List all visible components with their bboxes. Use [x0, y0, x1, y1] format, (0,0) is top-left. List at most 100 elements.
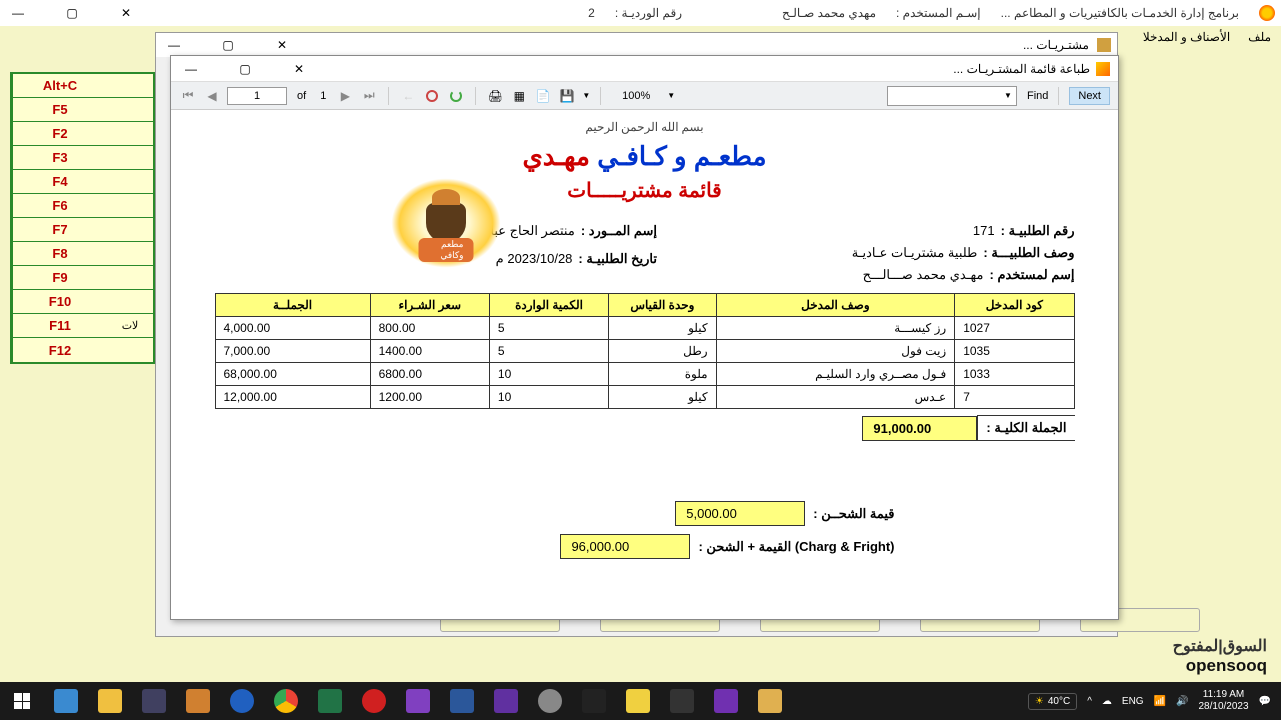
vs3-icon[interactable]	[704, 682, 748, 720]
print-preview-window: طباعة قائمة المشتـريـات ... — ▢ ✕ ⏮ ◀ 1 …	[170, 55, 1119, 620]
first-page-button[interactable]: ⏮	[179, 87, 197, 105]
export-button[interactable]: 💾	[558, 87, 576, 105]
print-maximize-button[interactable]: ▢	[233, 59, 257, 79]
taskbar: ☀ 40°C ^ ☁ ENG 📶 🔊 11:19 AM 28/10/2023 💬	[0, 682, 1281, 720]
cell-unit: كيلو	[609, 386, 716, 409]
page-setup-button[interactable]: 📄	[534, 87, 552, 105]
cell-total: 7,000.00	[215, 340, 370, 363]
notes-icon[interactable]	[616, 682, 660, 720]
key-label	[107, 146, 153, 169]
cell-total: 68,000.00	[215, 363, 370, 386]
maximize-button[interactable]: ▢	[60, 3, 84, 23]
start-button[interactable]	[0, 682, 44, 720]
sub-close-button[interactable]: ✕	[270, 35, 294, 55]
cell-unit: كيلو	[609, 317, 716, 340]
menu-file[interactable]: ملف	[1248, 30, 1271, 44]
chrome-icon[interactable]	[264, 682, 308, 720]
file-explorer-icon[interactable]	[88, 682, 132, 720]
excel-icon[interactable]	[308, 682, 352, 720]
minimize-button[interactable]: —	[6, 3, 30, 23]
app-icon	[1259, 5, 1275, 21]
cafe-logo: مطعم وكافي	[391, 178, 501, 268]
key: F10	[12, 290, 107, 313]
app-icon-1[interactable]	[132, 682, 176, 720]
page-total: 1	[320, 90, 326, 102]
cell-price: 1400.00	[370, 340, 489, 363]
key-label	[107, 98, 153, 121]
onedrive-icon[interactable]: ☁	[1102, 696, 1112, 707]
final-total-label: (Charg & Fright) القيمة + الشحن :	[698, 539, 894, 555]
cell-qty: 5	[489, 317, 608, 340]
print-button[interactable]: 🖨	[486, 87, 504, 105]
order-date-label: تاريخ الطلبيـة :	[578, 251, 657, 267]
system-tray: ☀ 40°C ^ ☁ ENG 📶 🔊 11:19 AM 28/10/2023 💬	[1028, 689, 1281, 713]
last-page-button[interactable]: ⏭	[360, 87, 378, 105]
zoom-level[interactable]: 100%	[611, 87, 661, 105]
sub-window-icon	[1097, 38, 1111, 52]
bismillah: بسم الله الرحمن الرحيم	[215, 120, 1075, 135]
key-label	[107, 218, 153, 241]
watermark-en: opensooq	[1173, 656, 1267, 676]
order-no-label: رقم الطلبيـة :	[1001, 223, 1075, 239]
prev-page-button[interactable]: ◀	[203, 87, 221, 105]
cmd-icon[interactable]	[572, 682, 616, 720]
find-next-button[interactable]: Next	[1069, 87, 1110, 105]
browser-icon[interactable]	[528, 682, 572, 720]
cell-price: 1200.00	[370, 386, 489, 409]
close-button[interactable]: ✕	[114, 3, 138, 23]
cell-code: 7	[955, 386, 1074, 409]
app-icon-2[interactable]	[176, 682, 220, 720]
clock[interactable]: 11:19 AM 28/10/2023	[1198, 689, 1248, 713]
page-current-input[interactable]: 1	[227, 87, 287, 105]
tray-chevron-icon[interactable]: ^	[1087, 696, 1092, 707]
sub-minimize-button[interactable]: —	[162, 35, 186, 55]
volume-icon[interactable]: 🔊	[1176, 696, 1188, 707]
order-desc: طلبية مشتريـات عـاديـة	[852, 245, 978, 261]
report-viewport[interactable]: بسم الله الرحمن الرحيم مطعـم و كـافـي مه…	[171, 110, 1118, 619]
taskview-icon[interactable]	[44, 682, 88, 720]
vs-icon[interactable]	[396, 682, 440, 720]
key-label	[107, 290, 153, 313]
word-icon[interactable]	[440, 682, 484, 720]
cell-qty: 5	[489, 340, 608, 363]
menu-items[interactable]: الأصناف و المدخلا	[1143, 30, 1230, 44]
record-icon[interactable]	[352, 682, 396, 720]
media-player-icon[interactable]	[220, 682, 264, 720]
col-price: سعر الشـراء	[370, 294, 489, 317]
wifi-icon[interactable]: 📶	[1154, 696, 1166, 707]
key-label	[107, 194, 153, 217]
weather-widget[interactable]: ☀ 40°C	[1028, 693, 1077, 710]
final-total-value: 96,000.00	[560, 534, 690, 559]
col-code: كود المدخل	[955, 294, 1074, 317]
sub-maximize-button[interactable]: ▢	[216, 35, 240, 55]
sub-titlebar: مشتـريـات ... — ▢ ✕	[156, 33, 1117, 57]
cell-unit: رطل	[609, 340, 716, 363]
calc-icon[interactable]	[660, 682, 704, 720]
next-page-button[interactable]: ▶	[336, 87, 354, 105]
order-info: رقم الطلبيـة :171 وصف الطلبيـــة :طلبية …	[215, 223, 1075, 283]
summary-section: قيمة الشحــن : 5,000.00 (Charg & Fright)…	[215, 501, 895, 559]
lang-indicator[interactable]: ENG	[1122, 696, 1144, 707]
find-dropdown[interactable]: ▼	[887, 86, 1017, 106]
notifications-icon[interactable]: 💬	[1259, 696, 1271, 707]
print-minimize-button[interactable]: —	[179, 59, 203, 79]
user-name: مهـدي محمد صـــالـــح	[863, 267, 984, 283]
watermark: السوق|لمفتوح opensooq	[1173, 636, 1267, 676]
cell-total: 4,000.00	[215, 317, 370, 340]
print-close-button[interactable]: ✕	[287, 59, 311, 79]
stop-button[interactable]	[423, 87, 441, 105]
key: F6	[12, 194, 107, 217]
shipping-value: 5,000.00	[675, 501, 805, 526]
order-date: 2023/10/28 م	[496, 251, 573, 267]
grand-total-value: 91,000.00	[862, 416, 977, 441]
cell-code: 1027	[955, 317, 1074, 340]
layout-button[interactable]: ▦	[510, 87, 528, 105]
refresh-button[interactable]	[447, 87, 465, 105]
back-button[interactable]: ←	[399, 87, 417, 105]
app-running-icon[interactable]	[748, 682, 792, 720]
cell-price: 6800.00	[370, 363, 489, 386]
page-of-label: of	[297, 90, 306, 102]
vs2-icon[interactable]	[484, 682, 528, 720]
cell-qty: 10	[489, 386, 608, 409]
report-subtitle: قائمة مشتريـــــات	[215, 178, 1075, 203]
